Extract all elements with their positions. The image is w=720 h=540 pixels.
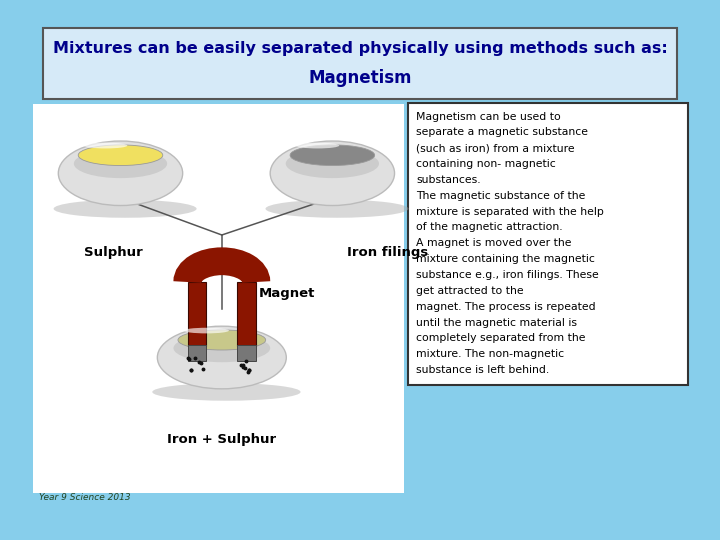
Ellipse shape xyxy=(58,141,183,206)
Text: completely separated from the: completely separated from the xyxy=(416,333,585,343)
Ellipse shape xyxy=(84,143,127,148)
Text: mixture containing the magnetic: mixture containing the magnetic xyxy=(416,254,595,264)
Ellipse shape xyxy=(53,200,197,218)
Ellipse shape xyxy=(152,383,300,401)
Ellipse shape xyxy=(270,141,395,206)
Ellipse shape xyxy=(74,149,167,178)
Text: Magnetism can be used to: Magnetism can be used to xyxy=(416,112,561,122)
Text: Iron + Sulphur: Iron + Sulphur xyxy=(167,433,276,446)
Text: substance e.g., iron filings. These: substance e.g., iron filings. These xyxy=(416,270,599,280)
Text: separate a magnetic substance: separate a magnetic substance xyxy=(416,127,588,137)
Text: Magnetism: Magnetism xyxy=(308,70,412,87)
Text: substances.: substances. xyxy=(416,175,481,185)
FancyBboxPatch shape xyxy=(238,345,256,361)
Text: substance is left behind.: substance is left behind. xyxy=(416,365,549,375)
Ellipse shape xyxy=(184,328,229,333)
Text: mixture is separated with the help: mixture is separated with the help xyxy=(416,207,604,217)
Ellipse shape xyxy=(296,143,339,148)
FancyBboxPatch shape xyxy=(408,103,688,385)
Text: containing non- magnetic: containing non- magnetic xyxy=(416,159,556,169)
Ellipse shape xyxy=(286,149,379,178)
FancyBboxPatch shape xyxy=(188,345,206,361)
Ellipse shape xyxy=(174,334,270,362)
Text: Iron filings: Iron filings xyxy=(347,246,428,259)
Text: Magnet: Magnet xyxy=(258,287,315,300)
Ellipse shape xyxy=(290,145,374,166)
FancyBboxPatch shape xyxy=(28,21,692,519)
FancyBboxPatch shape xyxy=(33,104,404,493)
FancyBboxPatch shape xyxy=(238,282,256,347)
Text: A magnet is moved over the: A magnet is moved over the xyxy=(416,238,572,248)
Text: mixture. The non-magnetic: mixture. The non-magnetic xyxy=(416,349,564,359)
Ellipse shape xyxy=(158,326,287,389)
Text: (such as iron) from a mixture: (such as iron) from a mixture xyxy=(416,143,575,153)
Ellipse shape xyxy=(178,330,266,350)
Text: of the magnetic attraction.: of the magnetic attraction. xyxy=(416,222,563,232)
Text: Sulphur: Sulphur xyxy=(84,246,143,259)
Text: The magnetic substance of the: The magnetic substance of the xyxy=(416,191,585,201)
Text: Year 9 Science 2013: Year 9 Science 2013 xyxy=(40,493,131,502)
Ellipse shape xyxy=(78,145,163,166)
Text: until the magnetic material is: until the magnetic material is xyxy=(416,318,577,328)
Ellipse shape xyxy=(266,200,408,218)
Text: magnet. The process is repeated: magnet. The process is repeated xyxy=(416,302,596,312)
FancyBboxPatch shape xyxy=(188,282,206,347)
FancyBboxPatch shape xyxy=(43,28,677,99)
Text: Mixtures can be easily separated physically using methods such as:: Mixtures can be easily separated physica… xyxy=(53,42,667,56)
Text: get attracted to the: get attracted to the xyxy=(416,286,524,296)
